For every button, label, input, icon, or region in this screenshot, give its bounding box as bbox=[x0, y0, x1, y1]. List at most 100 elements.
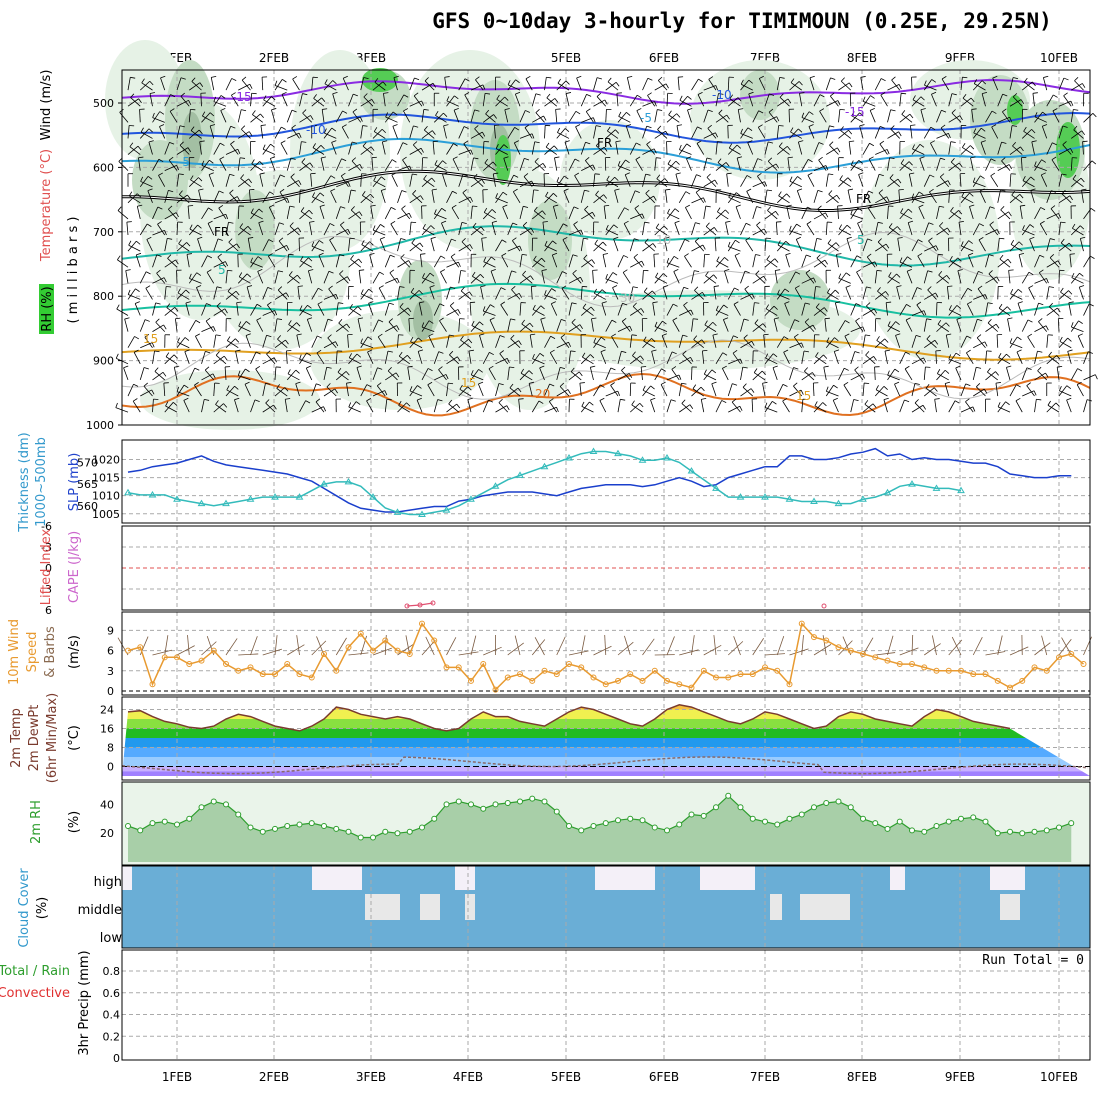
wind-barb bbox=[997, 238, 1000, 252]
wind-barb bbox=[878, 192, 888, 204]
wind-barb bbox=[735, 206, 741, 220]
wind-barb-flag bbox=[254, 399, 260, 402]
wind-barb-flag bbox=[539, 352, 545, 357]
wind-barb-flag bbox=[332, 80, 337, 85]
wind-barb-flag bbox=[468, 349, 474, 352]
wind-barb bbox=[224, 366, 227, 380]
wind-barb bbox=[605, 109, 607, 123]
rh2m-marker bbox=[345, 828, 352, 835]
thickness-line-marker bbox=[393, 508, 402, 515]
wind-barb bbox=[323, 388, 336, 397]
wind-barb-flag bbox=[500, 287, 506, 291]
wind-barb bbox=[845, 287, 852, 300]
wind-barb bbox=[418, 302, 423, 316]
wind-barb-flag bbox=[592, 212, 596, 217]
wind-barb bbox=[470, 226, 482, 236]
wind-barb bbox=[312, 196, 325, 204]
wind-barb bbox=[703, 254, 706, 268]
wind-barb-flag bbox=[751, 293, 755, 299]
wind-barb-flag bbox=[1008, 211, 1012, 217]
wind-barb-flag bbox=[1000, 189, 1006, 192]
wind-barb bbox=[1009, 99, 1022, 107]
wind-barb-flag bbox=[146, 236, 152, 240]
wind-barb-flag bbox=[914, 382, 920, 385]
wind-barb-flag bbox=[746, 188, 752, 192]
wind-barb-flag bbox=[480, 274, 485, 279]
wind-barb bbox=[610, 385, 619, 397]
wind-barb-flag bbox=[438, 351, 444, 354]
thickness-line-marker bbox=[467, 495, 475, 502]
thickness-line-marker bbox=[124, 488, 132, 496]
wind-barb bbox=[483, 261, 496, 268]
wind-barb-flag bbox=[165, 352, 170, 357]
wind-barb-flag bbox=[237, 149, 241, 154]
wind-barb-flag bbox=[530, 228, 535, 233]
wind-barb-flag bbox=[237, 196, 241, 202]
wind-barb bbox=[1019, 206, 1023, 219]
wind-barb bbox=[912, 99, 925, 107]
wind-barb-flag bbox=[823, 354, 828, 359]
wind-barb-flag bbox=[674, 208, 680, 213]
wind-barb bbox=[900, 212, 913, 220]
wind-barb-flag bbox=[1057, 260, 1061, 266]
wind-barb-flag bbox=[176, 165, 180, 171]
wind-barb-flag bbox=[579, 382, 585, 384]
wind-barb-flag bbox=[326, 383, 331, 388]
wind-barb-flag bbox=[837, 100, 841, 106]
wind-barb bbox=[507, 340, 519, 349]
wind-barb-flag bbox=[830, 92, 835, 97]
wind-barb bbox=[961, 245, 974, 252]
wind-barb-flag bbox=[342, 124, 347, 128]
temp-grid bbox=[122, 697, 1090, 780]
wind-barb-flag bbox=[518, 398, 524, 400]
contour-label-minus15: -15 bbox=[232, 90, 252, 104]
wind-barb-flag bbox=[671, 366, 677, 370]
date-label-bottom: 1FEB bbox=[162, 1070, 192, 1084]
wind-barb-flag bbox=[1016, 384, 1021, 388]
wind-barb bbox=[269, 158, 276, 171]
temp-tick: 24 bbox=[100, 704, 114, 717]
wind10m-line-marker bbox=[615, 677, 621, 684]
wind-barb bbox=[463, 143, 472, 155]
wind-barb bbox=[295, 383, 300, 397]
wind-barb-flag bbox=[418, 290, 423, 295]
wind-barb-flag bbox=[239, 223, 244, 228]
wind-barb-flag bbox=[196, 285, 202, 288]
wind-barb-flag bbox=[331, 140, 337, 143]
wind-barb-flag bbox=[911, 193, 915, 199]
wind-barb-flag bbox=[312, 192, 316, 198]
wind-barb-flag bbox=[170, 94, 176, 98]
contour-plus10 bbox=[121, 282, 1091, 319]
wind-barb bbox=[1046, 260, 1059, 268]
wind-barb bbox=[152, 206, 159, 220]
wind-barb bbox=[507, 366, 510, 380]
thickness-line-marker bbox=[369, 493, 377, 500]
rh2m-marker bbox=[872, 820, 879, 827]
wind-barb-flag bbox=[860, 76, 866, 78]
thickness-line-marker bbox=[148, 490, 157, 498]
top-date-axis: 1FEB2FEB3FEB4FEB5FEB6FEB7FEB8FEB9FEB10FE… bbox=[162, 51, 1078, 65]
slp-tick: 1010 bbox=[92, 490, 120, 503]
wind-barb bbox=[237, 368, 246, 381]
wind-barb bbox=[482, 256, 492, 268]
wind-barb bbox=[309, 222, 313, 236]
wind-barb bbox=[826, 341, 839, 349]
wind-barb-flag bbox=[430, 225, 435, 230]
wind-barb bbox=[467, 399, 472, 413]
wind-barb-flag bbox=[718, 93, 724, 95]
wind-barb-flag bbox=[796, 236, 801, 240]
wind-barb bbox=[923, 387, 935, 397]
wind-barb bbox=[655, 276, 668, 284]
wind-barb-flag bbox=[583, 237, 589, 240]
wind10m-barb bbox=[972, 636, 983, 656]
wind-barb-flag bbox=[815, 303, 820, 308]
wind-barb-flag bbox=[823, 307, 828, 312]
wind-barb bbox=[813, 165, 827, 171]
wind-barb-flag bbox=[984, 294, 988, 300]
wind-barb-flag bbox=[927, 270, 933, 273]
wind-barb bbox=[595, 145, 607, 155]
wind-barb bbox=[360, 288, 370, 300]
wind-barb-flag bbox=[456, 403, 461, 409]
wind10m-barb bbox=[887, 635, 894, 656]
